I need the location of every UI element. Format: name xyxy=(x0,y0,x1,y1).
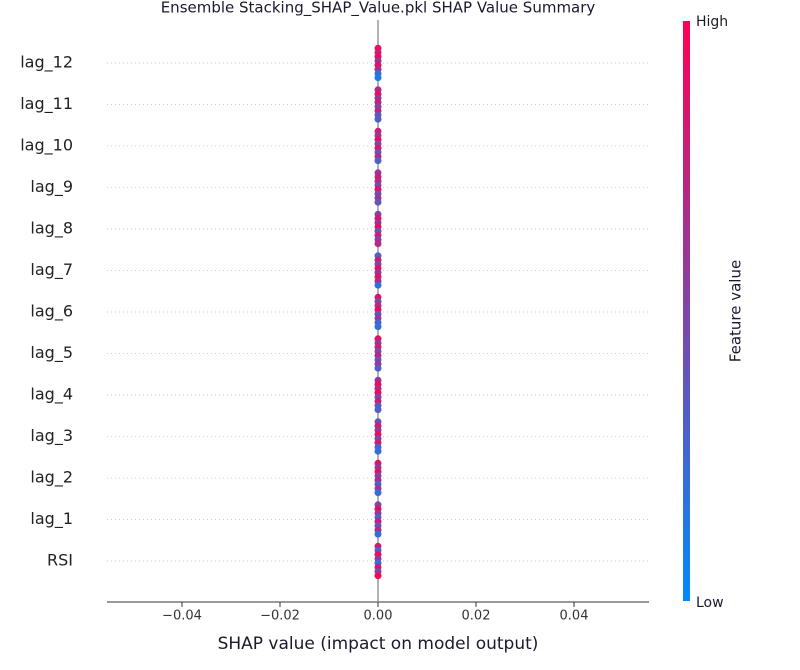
colorbar-low: Low xyxy=(696,595,724,611)
y-tick-label: lag_7 xyxy=(30,260,73,280)
x-axis-label: SHAP value (impact on model output) xyxy=(218,634,539,654)
x-tick-label: 0.00 xyxy=(364,609,393,624)
y-tick-label: lag_4 xyxy=(30,385,73,405)
colorbar-high: High xyxy=(696,14,728,30)
shap-point xyxy=(374,198,382,206)
y-tick-label: lag_12 xyxy=(20,53,73,73)
y-tick-label: lag_6 xyxy=(30,302,73,322)
y-tick-label: lag_8 xyxy=(30,219,73,239)
y-tick-label: RSI xyxy=(47,551,73,570)
shap-point xyxy=(374,281,382,289)
y-tick-label: lag_9 xyxy=(30,177,73,197)
shap-point xyxy=(374,489,382,497)
shap-point xyxy=(374,406,382,414)
x-tick-label: 0.04 xyxy=(560,609,589,624)
x-tick-label: −0.02 xyxy=(260,609,300,624)
colorbar xyxy=(683,21,690,601)
y-tick-label: lag_10 xyxy=(20,136,73,156)
x-tick-label: 0.02 xyxy=(462,609,491,624)
shap-point xyxy=(374,572,382,580)
shap-point xyxy=(374,323,382,331)
shap-point xyxy=(374,74,382,82)
y-tick-label: lag_2 xyxy=(30,468,73,488)
y-tick-label: lag_1 xyxy=(30,509,73,529)
shap-point xyxy=(374,447,382,455)
y-tick-label: lag_3 xyxy=(30,426,73,446)
shap-point xyxy=(374,530,382,538)
x-tick-label: −0.04 xyxy=(162,609,202,624)
y-tick-label: lag_11 xyxy=(20,94,73,114)
shap-point xyxy=(374,364,382,372)
y-tick-label: lag_5 xyxy=(30,343,73,363)
shap-point xyxy=(374,157,382,165)
chart-title: Ensemble Stacking_SHAP_Value.pkl SHAP Va… xyxy=(161,0,596,18)
shap-point xyxy=(374,115,382,123)
shap-point xyxy=(374,240,382,248)
colorbar-label: Feature value xyxy=(727,260,745,362)
